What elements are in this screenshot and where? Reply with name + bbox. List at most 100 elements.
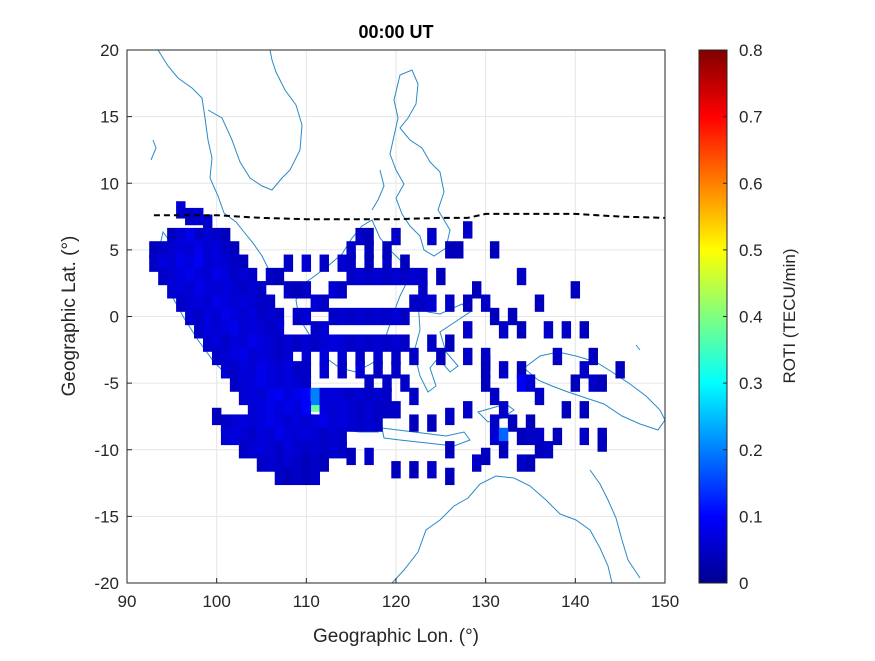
roti-cell (328, 281, 338, 299)
roti-cell (247, 374, 258, 392)
roti-cell (238, 307, 249, 326)
roti-cell (534, 441, 545, 459)
roti-cell (436, 347, 446, 366)
roti-cell (265, 267, 276, 286)
roti-cell (382, 401, 392, 419)
roti-cell (355, 401, 365, 419)
roti-cell (319, 387, 329, 406)
roti-cell (301, 401, 312, 419)
roti-cell (194, 294, 204, 312)
roti-cell (588, 347, 598, 366)
roti-cell (176, 267, 186, 286)
roti-cell (463, 321, 473, 339)
colorbar-tick-label: 0.8 (739, 41, 763, 60)
roti-cell (149, 254, 159, 272)
roti-cell (238, 281, 249, 299)
roti-cell (202, 294, 213, 312)
roti-cell (337, 281, 347, 299)
roti-cell (534, 294, 545, 312)
roti-cell (400, 307, 410, 326)
roti-cell (382, 267, 392, 286)
roti-cell (310, 441, 321, 459)
y-tick-label: 5 (110, 241, 119, 260)
roti-cell (445, 334, 455, 352)
roti-cell (328, 427, 338, 446)
roti-cell (194, 267, 204, 286)
roti-cell (301, 374, 312, 392)
roti-cell (355, 334, 365, 352)
roti-cell (364, 307, 374, 326)
roti-cell (319, 294, 329, 312)
roti-cell (176, 201, 186, 219)
roti-cell (211, 334, 222, 352)
colorbar-tick-label: 0.3 (739, 374, 763, 393)
roti-cell (256, 281, 267, 299)
roti-cell (337, 441, 347, 459)
roti-cell (229, 241, 240, 259)
roti-cell (543, 441, 554, 459)
roti-cell (579, 361, 590, 379)
roti-cell (229, 294, 240, 312)
roti-cell (256, 427, 267, 446)
roti-cell (310, 294, 321, 312)
roti-cell (211, 294, 222, 312)
roti-cell (400, 334, 410, 352)
roti-cell (292, 414, 303, 432)
roti-cell (283, 454, 294, 472)
roti-cell (238, 361, 249, 379)
y-tick-label: 0 (110, 308, 119, 327)
roti-cell (480, 447, 491, 466)
roti-cell (346, 414, 356, 432)
roti-cell (274, 267, 285, 286)
roti-cell (498, 401, 509, 419)
roti-cell (301, 441, 312, 459)
roti-cell (516, 267, 527, 286)
roti-cell (247, 281, 258, 299)
roti-cell (238, 334, 249, 352)
roti-cell (256, 441, 267, 459)
roti-cell (265, 307, 276, 326)
roti-cell (445, 407, 455, 426)
roti-cell (292, 281, 303, 299)
roti-cell (319, 401, 329, 419)
roti-cell (445, 467, 455, 486)
roti-cell (409, 387, 419, 406)
roti-cell (516, 321, 527, 339)
roti-cell (211, 281, 222, 299)
roti-cell (283, 401, 294, 419)
roti-cell (561, 401, 572, 419)
roti-cell (346, 334, 356, 352)
roti-cell (229, 281, 240, 299)
roti-cell (238, 294, 249, 312)
y-tick-label: -10 (94, 441, 119, 460)
roti-cell (283, 374, 294, 392)
roti-cell (427, 414, 437, 432)
roti-cell (301, 254, 312, 272)
roti-cell (409, 294, 419, 312)
roti-cell (292, 401, 303, 419)
roti-cell (247, 347, 258, 366)
roti-cell (328, 307, 338, 326)
roti-cell (489, 427, 500, 446)
roti-cell (525, 374, 536, 392)
roti-cell (247, 321, 258, 339)
roti-cell (229, 334, 240, 352)
roti-cell (382, 334, 392, 352)
roti-cell (265, 361, 276, 379)
roti-cell (274, 307, 285, 326)
roti-cell (220, 361, 231, 379)
roti-cell (480, 361, 491, 379)
y-tick-label: -15 (94, 507, 119, 526)
roti-cell (301, 307, 312, 326)
roti-cell (247, 267, 258, 286)
roti-cell (364, 267, 374, 286)
roti-cell (364, 334, 374, 352)
roti-cell (211, 254, 222, 272)
roti-cell (229, 361, 240, 379)
roti-cell (346, 267, 356, 286)
roti-cell (283, 441, 294, 459)
roti-cell (247, 294, 258, 312)
roti-cell (319, 441, 329, 459)
roti-cell (328, 387, 338, 406)
